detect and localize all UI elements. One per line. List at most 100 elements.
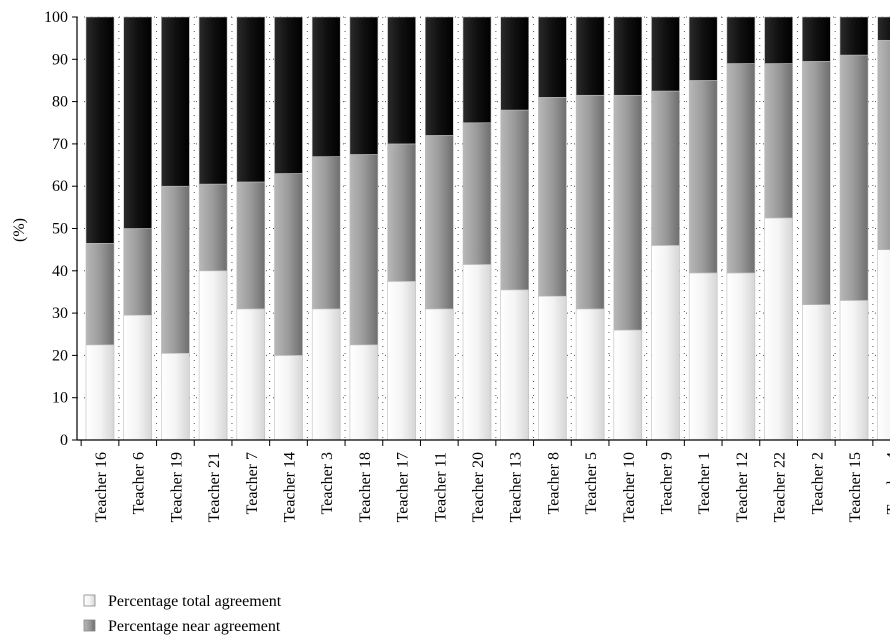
x-tick-label: Teacher 1	[696, 452, 713, 514]
y-tick-label: 70	[52, 136, 68, 153]
bar-segment-near-agreement	[236, 181, 266, 310]
bar-segment-near-agreement	[349, 154, 379, 346]
bar-segment-total-agreement	[387, 281, 416, 441]
legend-swatch	[83, 594, 96, 607]
bar-segment-near-agreement	[651, 90, 680, 246]
x-tick-label: Teacher 21	[206, 452, 223, 522]
bar-segment-total-agreement	[311, 308, 341, 441]
bar-segment-total-agreement	[424, 308, 454, 441]
x-tick-label: Teacher 6	[131, 452, 148, 514]
bar-segment-total-agreement	[801, 304, 831, 441]
bar-segment-total-agreement	[349, 344, 379, 441]
bar-segment-disagreement	[801, 16, 831, 62]
bar-segment-disagreement	[387, 16, 416, 145]
bar-segment-disagreement	[462, 16, 492, 124]
bar-segment-disagreement	[198, 16, 228, 185]
bar-segment-near-agreement	[726, 63, 756, 274]
bar-segment-disagreement	[839, 16, 869, 56]
bar-segment-near-agreement	[839, 54, 869, 301]
bar-segment-disagreement	[500, 16, 530, 111]
bar-segment-total-agreement	[123, 314, 152, 441]
legend-label: Percentage total agreement	[108, 593, 282, 610]
y-tick-label: 50	[52, 221, 68, 238]
x-tick-label: Teacher 9	[659, 452, 676, 514]
bar-segment-near-agreement	[764, 63, 793, 219]
bar-segment-total-agreement	[161, 352, 190, 441]
bar-segment-total-agreement	[198, 270, 228, 441]
bar-segment-disagreement	[424, 16, 454, 136]
bar-segment-near-agreement	[387, 143, 416, 282]
y-axis-label: (%)	[11, 218, 28, 242]
y-tick-label: 20	[52, 347, 68, 364]
x-tick-label: Teacher 15	[847, 452, 864, 522]
bar-segment-disagreement	[764, 16, 793, 64]
bar-segment-disagreement	[311, 16, 341, 157]
y-tick-label: 80	[52, 94, 68, 111]
bar-segment-near-agreement	[688, 80, 718, 274]
bar-segment-disagreement	[575, 16, 605, 96]
x-tick-label: Teacher 2	[809, 452, 826, 514]
x-tick-label: Teacher 8	[545, 452, 562, 514]
bar-segment-total-agreement	[651, 245, 680, 441]
x-tick-label: Teacher 19	[168, 452, 185, 522]
x-tick-label: Teacher 22	[772, 452, 789, 522]
x-tick-label: Teacher 11	[432, 452, 449, 522]
bar-segment-total-agreement	[726, 272, 756, 441]
bar-segment-near-agreement	[85, 243, 115, 346]
x-tick-label: Teacher 18	[357, 452, 374, 522]
bar-segment-disagreement	[877, 16, 890, 41]
x-tick-label: Teacher 16	[93, 452, 110, 522]
x-tick-label: Teacher 20	[470, 452, 487, 522]
y-tick-label: 90	[52, 51, 68, 68]
x-tick-label: Teacher 5	[583, 452, 600, 514]
x-tick-label: Teacher 10	[621, 452, 638, 522]
bar-segment-disagreement	[613, 16, 643, 96]
bar-segment-total-agreement	[877, 249, 890, 441]
bar-segment-disagreement	[688, 16, 718, 81]
x-tick-label: Teacher 14	[282, 452, 299, 522]
x-tick-label: Teacher 3	[319, 452, 336, 514]
y-tick-label: 0	[60, 432, 68, 449]
bar-segment-disagreement	[349, 16, 379, 155]
y-tick-label: 10	[52, 390, 68, 407]
y-tick-label: 60	[52, 178, 68, 195]
bar-segment-total-agreement	[688, 272, 718, 441]
bar-segment-near-agreement	[161, 185, 190, 354]
bar-segment-disagreement	[651, 16, 680, 92]
bar-segment-disagreement	[123, 16, 152, 229]
bar-segment-total-agreement	[274, 355, 303, 441]
axes: 0 10 20 30 40 50 60 70 80 90 100 Teacher 16 Teacher …	[44, 9, 890, 522]
bar-segment-disagreement	[538, 16, 567, 98]
bar-segment-total-agreement	[839, 300, 869, 441]
bar-segment-near-agreement	[123, 228, 152, 316]
bar-segment-disagreement	[161, 16, 190, 187]
bar-segment-near-agreement	[274, 173, 303, 356]
x-tick-label: Teacher 17	[395, 452, 412, 522]
bar-segment-near-agreement	[500, 109, 530, 291]
bar-segment-near-agreement	[424, 135, 454, 310]
bar-segment-total-agreement	[613, 329, 643, 441]
x-tick-label: Teacher 13	[508, 452, 525, 522]
bar-segment-near-agreement	[575, 94, 605, 310]
bar-segment-total-agreement	[236, 308, 266, 441]
bar-segment-near-agreement	[538, 97, 567, 297]
y-tick-label: 30	[52, 305, 68, 322]
bar-segment-disagreement	[85, 16, 115, 244]
bar-segment-near-agreement	[198, 183, 228, 272]
bars	[85, 16, 890, 441]
bar-segment-near-agreement	[462, 122, 492, 265]
bar-segment-disagreement	[726, 16, 756, 64]
bar-segment-total-agreement	[500, 289, 530, 441]
bar-segment-near-agreement	[801, 61, 831, 305]
x-tick-label: Teacher 7	[244, 452, 261, 514]
x-tick-label: Teacher 12	[734, 452, 751, 522]
legend-label: Percentage near agreement	[108, 618, 281, 635]
legend: Percentage total agreement Percentage nea…	[83, 593, 282, 644]
y-tick-label: 40	[52, 263, 68, 280]
bar-segment-disagreement	[274, 16, 303, 174]
legend-swatch	[83, 619, 96, 632]
bar-segment-near-agreement	[613, 94, 643, 331]
bar-segment-near-agreement	[877, 39, 890, 250]
bar-segment-total-agreement	[85, 344, 115, 441]
